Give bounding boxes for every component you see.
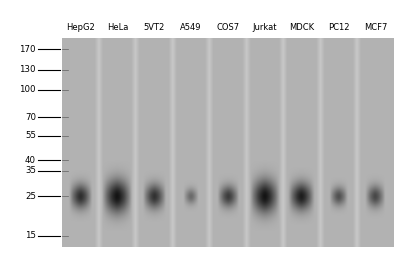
Text: 5VT2: 5VT2 xyxy=(144,23,165,32)
Text: 100: 100 xyxy=(20,85,36,94)
Text: Jurkat: Jurkat xyxy=(253,23,277,32)
Text: MCF7: MCF7 xyxy=(364,23,387,32)
Text: 25: 25 xyxy=(25,192,36,201)
Text: HepG2: HepG2 xyxy=(66,23,95,32)
Bar xyxy=(319,39,322,247)
Text: 70: 70 xyxy=(25,113,36,122)
Bar xyxy=(208,39,211,247)
Text: 35: 35 xyxy=(25,166,36,175)
Text: MDCK: MDCK xyxy=(289,23,314,32)
Bar xyxy=(98,39,100,247)
Bar xyxy=(283,39,320,247)
Text: 15: 15 xyxy=(25,231,36,240)
Text: 130: 130 xyxy=(20,65,36,74)
Bar xyxy=(136,39,173,247)
Bar xyxy=(134,39,137,247)
Bar xyxy=(320,39,357,247)
Bar xyxy=(357,39,394,247)
Bar xyxy=(210,39,246,247)
Bar xyxy=(99,39,136,247)
Bar xyxy=(62,39,99,247)
Text: 170: 170 xyxy=(20,45,36,54)
Text: 55: 55 xyxy=(25,131,36,140)
Text: HeLa: HeLa xyxy=(107,23,128,32)
Text: PC12: PC12 xyxy=(328,23,350,32)
Bar xyxy=(171,39,174,247)
Text: 40: 40 xyxy=(25,156,36,165)
Text: COS7: COS7 xyxy=(216,23,240,32)
Bar xyxy=(282,39,285,247)
Text: A549: A549 xyxy=(180,23,202,32)
Bar xyxy=(356,39,358,247)
Bar xyxy=(246,39,283,247)
Bar xyxy=(245,39,248,247)
Bar xyxy=(173,39,210,247)
